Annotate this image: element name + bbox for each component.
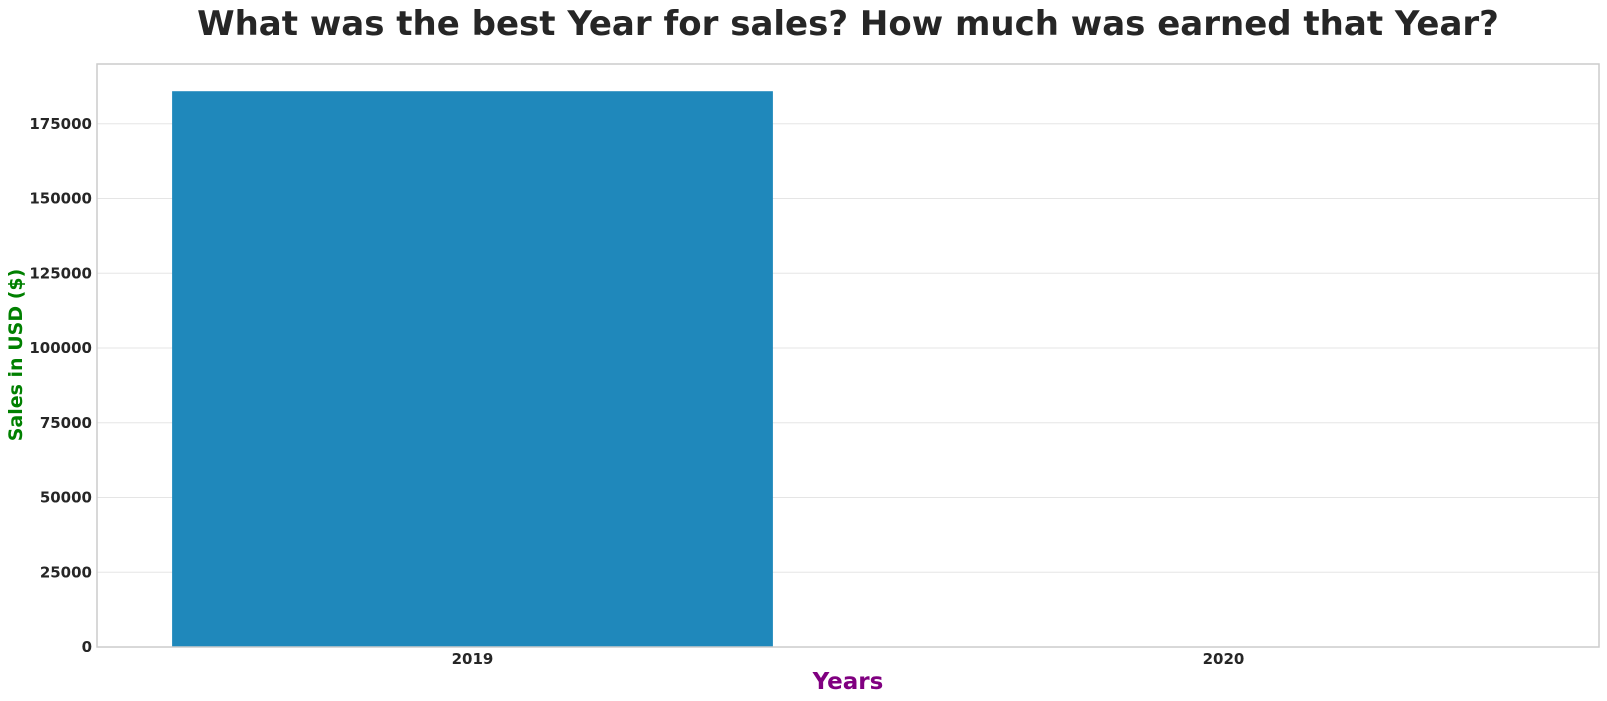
y-tick-label: 50000 xyxy=(40,489,92,507)
x-axis-ticks: 2019 2020 xyxy=(452,650,1245,668)
x-tick-label: 2019 xyxy=(452,650,494,668)
bar-2019 xyxy=(172,91,773,647)
y-tick-label: 100000 xyxy=(29,339,92,357)
x-tick-label: 2020 xyxy=(1203,650,1245,668)
y-tick-label: 125000 xyxy=(29,264,92,282)
y-tick-label: 0 xyxy=(82,638,92,656)
bars xyxy=(172,91,773,647)
chart-title: What was the best Year for sales? How mu… xyxy=(197,4,1499,44)
y-axis-label: Sales in USD ($) xyxy=(5,269,27,442)
y-tick-label: 25000 xyxy=(40,563,92,581)
x-axis-label: Years xyxy=(812,669,884,695)
y-tick-label: 75000 xyxy=(40,414,92,432)
y-tick-label: 175000 xyxy=(29,115,92,133)
y-axis-ticks: 0 25000 50000 75000 100000 125000 150000 175000 xyxy=(29,115,92,656)
y-tick-label: 150000 xyxy=(29,190,92,208)
plot-frame xyxy=(96,63,1600,648)
